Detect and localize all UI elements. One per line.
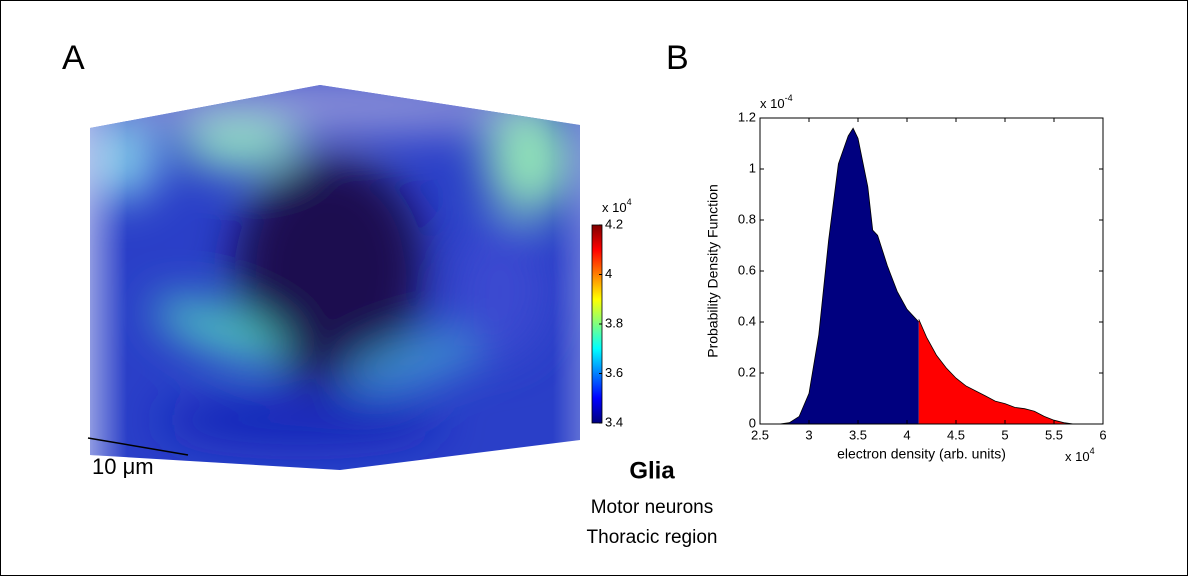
y-tick-label: 0.8	[738, 211, 756, 226]
colorbar-tick-label: 4	[605, 266, 612, 281]
x-tick-label: 5	[1001, 427, 1008, 442]
x-tick-label: 4	[903, 427, 910, 442]
panel-label: B	[666, 39, 689, 77]
caption-line: Thoracic region	[587, 527, 718, 548]
volume-render	[60, 60, 620, 490]
area-fill	[919, 319, 1103, 424]
panel-label: A	[62, 39, 85, 77]
axis-multiplier: x 10-4	[760, 93, 793, 111]
y-axis-label: Probability Density Function	[705, 184, 721, 358]
colorbar-tick-label: 4.2	[605, 216, 623, 231]
scale-bar-label: 10 μm	[92, 454, 154, 479]
colorbar-tick-label: 3.6	[605, 365, 623, 380]
axis-multiplier: x 104	[602, 197, 632, 215]
x-tick-label: 6	[1099, 427, 1106, 442]
x-tick-label: 4.5	[947, 427, 965, 442]
colorbar-tick-label: 3.8	[605, 315, 623, 330]
y-tick-label: 1.2	[738, 109, 756, 124]
y-tick-label: 0.2	[738, 364, 756, 379]
y-tick-label: 0.4	[738, 313, 756, 328]
y-tick-label: 0	[749, 415, 756, 430]
caption-line: Motor neurons	[591, 497, 714, 518]
caption-title: Glia	[629, 457, 675, 484]
y-tick-label: 1	[749, 160, 756, 175]
figure: A B 10 μm Glia Motor neurons Thoracic re…	[0, 0, 1188, 576]
axis-multiplier: x 104	[1065, 446, 1095, 464]
x-tick-label: 3.5	[849, 427, 867, 442]
colorbar-tick-label: 3.4	[605, 414, 623, 429]
x-axis-label: electron density (arb. units)	[837, 446, 1006, 462]
area-fill	[760, 128, 919, 424]
y-tick-label: 0.6	[738, 262, 756, 277]
x-tick-label: 5.5	[1045, 427, 1063, 442]
x-tick-label: 3	[805, 427, 812, 442]
